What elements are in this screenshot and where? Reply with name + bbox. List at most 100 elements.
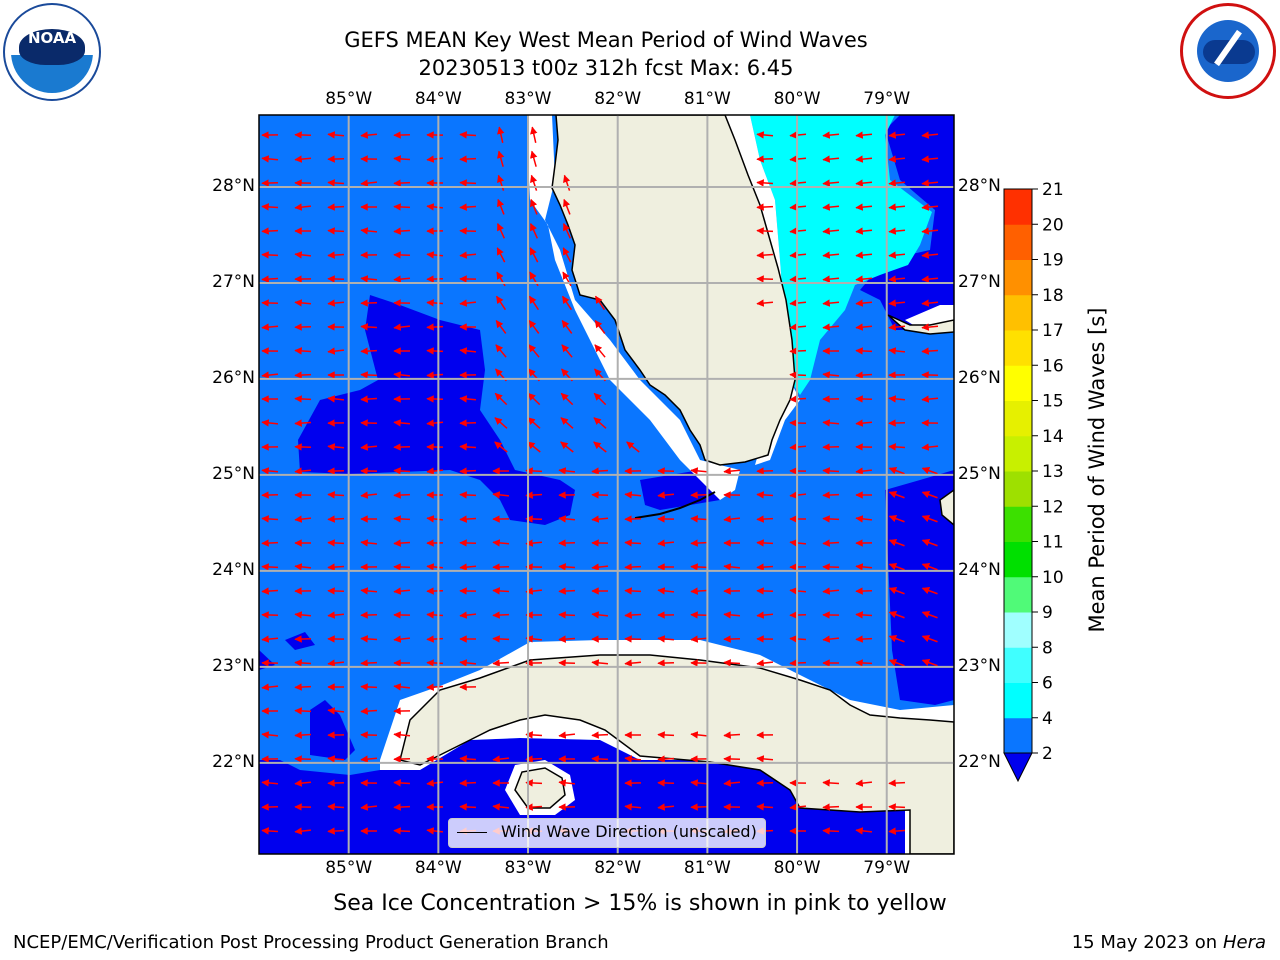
wind-arrow [459,779,477,787]
legend-line-icon [457,832,487,833]
wind-arrow [888,515,905,523]
wind-arrow [756,299,774,307]
wind-arrow [855,131,873,139]
wind-arrow [593,417,607,429]
wind-arrow [426,827,444,835]
wind-arrow [459,347,477,355]
wind-arrow [426,779,444,787]
wind-arrow [756,491,774,499]
wind-arrow [921,347,939,355]
wind-arrow [527,417,541,429]
wind-arrow [360,659,378,667]
wind-arrow [822,587,840,595]
wind-arrow [426,659,444,667]
wind-arrow [921,443,939,451]
colorbar-extend-triangle [1003,752,1033,783]
wind-arrow [855,251,873,259]
wind-arrow [690,587,708,595]
wind-arrow [756,251,774,259]
colorbar-tick-label: 18 [1042,286,1064,306]
wind-arrow [527,441,541,453]
wind-arrow [591,491,609,499]
wind-arrow [756,803,774,811]
wind-arrow [855,515,873,523]
wind-arrow [327,131,345,139]
wind-arrow [393,155,411,163]
wind-arrow [459,155,477,163]
wind-arrow [562,223,572,239]
wind-arrow [393,467,411,475]
ocean-below-2s-ne [860,115,954,330]
wind-arrow [294,251,312,259]
wind-arrow [690,803,708,811]
colorbar-tick-label: 10 [1042,568,1064,588]
land-cuba [399,654,954,854]
wind-arrow [888,179,906,187]
wind-arrow [492,611,510,619]
wind-arrow [459,539,477,547]
tick-label-lon-top: 81°W [683,89,731,109]
wind-arrow [558,515,576,523]
wind-arrow [855,611,873,619]
wind-arrow [360,419,378,427]
wind-arrow [294,443,312,451]
wind-arrow [561,344,573,358]
wind-arrow [327,755,345,763]
wind-arrow [327,779,345,787]
wind-arrow [657,539,675,547]
footer-date-text: 15 May 2023 on [1071,932,1218,953]
wind-arrow [459,419,477,427]
wind-arrow [261,563,279,571]
wind-arrow [921,491,938,499]
colorbar-swatch [1004,189,1032,225]
wind-arrow [657,467,675,475]
tick-label-lat-right: 28°N [958,175,1001,196]
tick-label-lon-bottom: 81°W [683,858,731,878]
wind-arrow [723,731,741,739]
wind-arrow [294,155,312,163]
wind-arrow [888,539,905,547]
wind-arrow [494,441,508,453]
wind-arrow [393,587,411,595]
tick-label-lon-bottom: 84°W [414,858,462,878]
wind-arrow [855,779,873,787]
tick-label-lat-left: 23°N [212,655,255,676]
wind-arrow [393,515,411,523]
colorbar-swatch [1004,682,1032,719]
wind-arrow [261,155,279,163]
colorbar-swatch [1004,259,1032,296]
wind-arrow [690,515,708,523]
wind-arrow [426,251,444,259]
colorbar-tick-label: 17 [1042,321,1064,341]
wind-arrow [393,779,411,787]
wind-arrow [360,707,378,715]
land-east-edge [939,489,954,526]
wind-arrow [393,443,411,451]
wind-arrow [624,755,642,763]
wind-arrow [426,419,444,427]
wind-arrow [723,467,741,475]
wind-arrow [562,247,572,263]
wind-arrow [294,611,312,619]
nws-logo-icon [1180,3,1276,99]
wind-arrow [294,419,312,427]
wind-arrow [327,587,345,595]
wind-arrow [594,295,606,311]
wind-arrow [530,150,538,167]
wind-arrow [591,515,609,523]
wind-arrow [855,659,873,667]
wind-arrow [294,131,312,139]
wind-arrow [855,155,873,163]
wind-arrow [497,126,505,143]
wind-arrow [558,659,576,667]
wind-arrow [261,683,279,691]
colorbar-swatch [1004,506,1032,542]
colorbar: 2 4 6 8 9 10 11 12 13 14 15 16 17 18 19 20 21 [1003,180,1064,783]
wind-arrow [624,539,642,547]
wind-arrow [459,179,477,187]
wind-arrow [497,150,505,167]
wind-arrow [360,299,378,307]
wind-arrow [723,611,741,619]
wind-arrow [494,392,508,406]
colorbar-swatch [1004,471,1032,507]
